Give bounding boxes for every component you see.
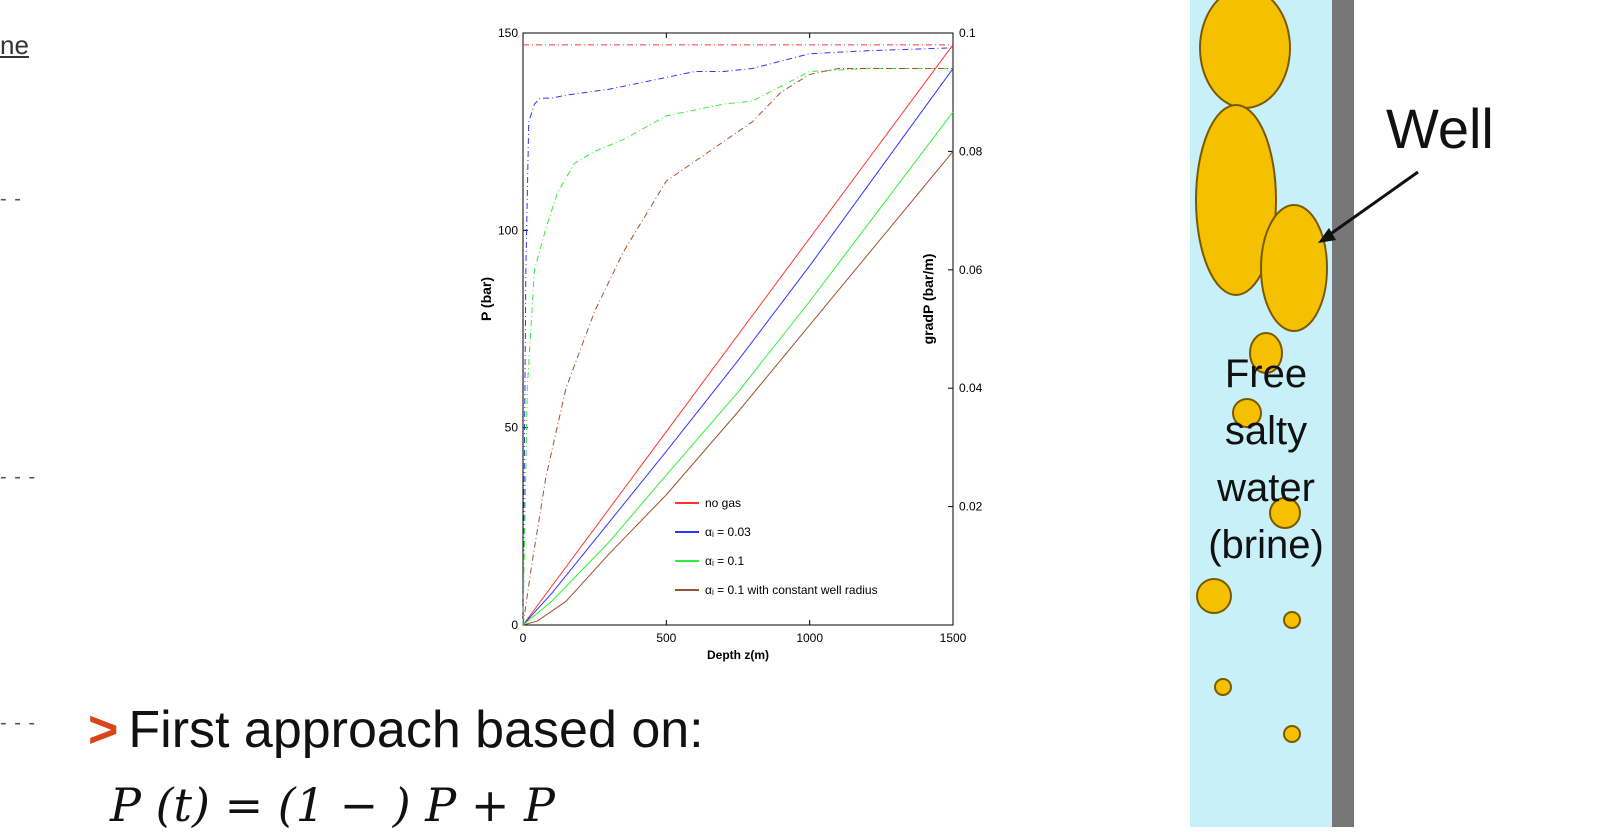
bullet-statement: > First approach based on:	[88, 700, 704, 760]
gradient-series-line	[522, 68, 953, 626]
gas-bubble	[1269, 497, 1301, 529]
water-label-line-2: salty	[1225, 409, 1307, 453]
gas-bubble	[1196, 578, 1232, 614]
y-tick-label: 100	[498, 223, 518, 237]
y-tick-label: 50	[505, 421, 519, 435]
well-diagram: Well Free salty water (brine)	[1164, 0, 1618, 827]
y2-tick-label: 0.06	[959, 263, 983, 277]
plot-area	[522, 32, 954, 626]
y2-tick-label: 0.1	[959, 26, 976, 40]
gas-bubbles	[1195, 0, 1328, 743]
well-pointer-arrow	[1321, 170, 1419, 242]
gas-bubble	[1232, 398, 1262, 428]
bullet-text: First approach based on:	[128, 701, 704, 759]
well-diagram-svg: Well Free salty water (brine)	[1164, 0, 1494, 827]
legend-entry: αᵢ = 0.1	[705, 554, 745, 568]
legend-entry: αᵢ = 0.1 with constant well radius	[705, 583, 878, 597]
pressure-series-line	[522, 111, 954, 626]
pressure-depth-chart: 0 500 1000 1500 0 50 100 150 0.02 0.04 0.06 0.08 0.1…	[470, 18, 1030, 698]
gas-bubble	[1199, 0, 1291, 109]
y-tick-label: 0	[511, 618, 518, 632]
well-label: Well	[1386, 97, 1494, 160]
y-axis-label: P (bar)	[478, 277, 494, 321]
y-tick-label: 150	[498, 26, 518, 40]
gas-bubble	[1195, 104, 1277, 296]
cropped-dash-fragment: - - -	[0, 712, 37, 734]
legend-entry: no gas	[705, 496, 741, 510]
water-label-line-3: water	[1216, 466, 1315, 510]
gas-bubble	[1283, 725, 1301, 743]
water-label-line-1: Free	[1225, 352, 1307, 396]
x-tick-label: 500	[656, 631, 676, 645]
x-tick-label: 1000	[796, 631, 823, 645]
gradient-series-line	[522, 68, 953, 626]
gas-bubble	[1214, 678, 1232, 696]
x-tick-label: 1500	[940, 631, 967, 645]
arrow-head-icon	[1318, 228, 1336, 243]
pressure-formula: P (t) = (1 − ) P + P	[110, 778, 555, 832]
legend-entry: αᵢ = 0.03	[705, 525, 751, 539]
pressure-series-line	[522, 151, 954, 626]
pressure-series-line	[522, 44, 954, 626]
pressure-series-line	[522, 68, 954, 626]
well-wall-right	[1332, 0, 1354, 827]
y2-axis-label: gradP (bar/m)	[920, 254, 936, 345]
cropped-heading-fragment: ne	[0, 30, 29, 60]
gas-bubble	[1260, 204, 1328, 332]
y2-tick-label: 0.04	[959, 381, 983, 395]
bullet-arrow-icon: >	[88, 701, 119, 759]
x-tick-label: 0	[520, 631, 527, 645]
x-axis-label: Depth z(m)	[707, 648, 769, 662]
cropped-dash-fragment: - - -	[0, 466, 37, 488]
gas-bubble	[1249, 332, 1283, 374]
water-label-line-4: (brine)	[1208, 523, 1324, 567]
y2-tick-label: 0.08	[959, 144, 983, 158]
y2-tick-label: 0.02	[959, 500, 983, 514]
cropped-dash-fragment: - -	[0, 188, 22, 210]
gas-bubble	[1283, 611, 1301, 629]
gradient-series-line	[522, 47, 954, 626]
chart-svg: 0 500 1000 1500 0 50 100 150 0.02 0.04 0.06 0.08 0.1…	[478, 26, 983, 662]
